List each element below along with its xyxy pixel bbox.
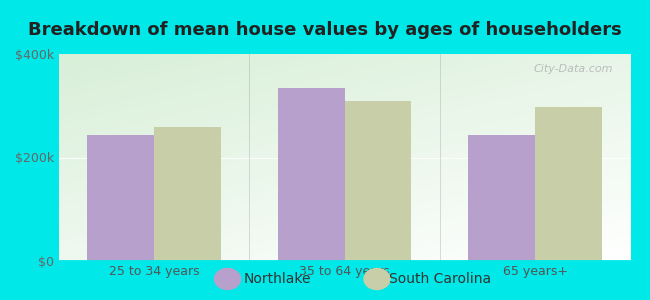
Bar <box>469 135 535 261</box>
Bar <box>535 107 602 261</box>
Bar <box>87 135 154 261</box>
Text: South Carolina: South Carolina <box>389 272 491 286</box>
Bar <box>344 100 411 261</box>
Ellipse shape <box>214 268 240 290</box>
Bar <box>154 128 220 261</box>
Text: Northlake: Northlake <box>244 272 311 286</box>
Text: Breakdown of mean house values by ages of householders: Breakdown of mean house values by ages o… <box>28 21 622 39</box>
Bar <box>278 88 344 261</box>
Text: City-Data.com: City-Data.com <box>534 64 614 74</box>
Ellipse shape <box>364 268 390 290</box>
